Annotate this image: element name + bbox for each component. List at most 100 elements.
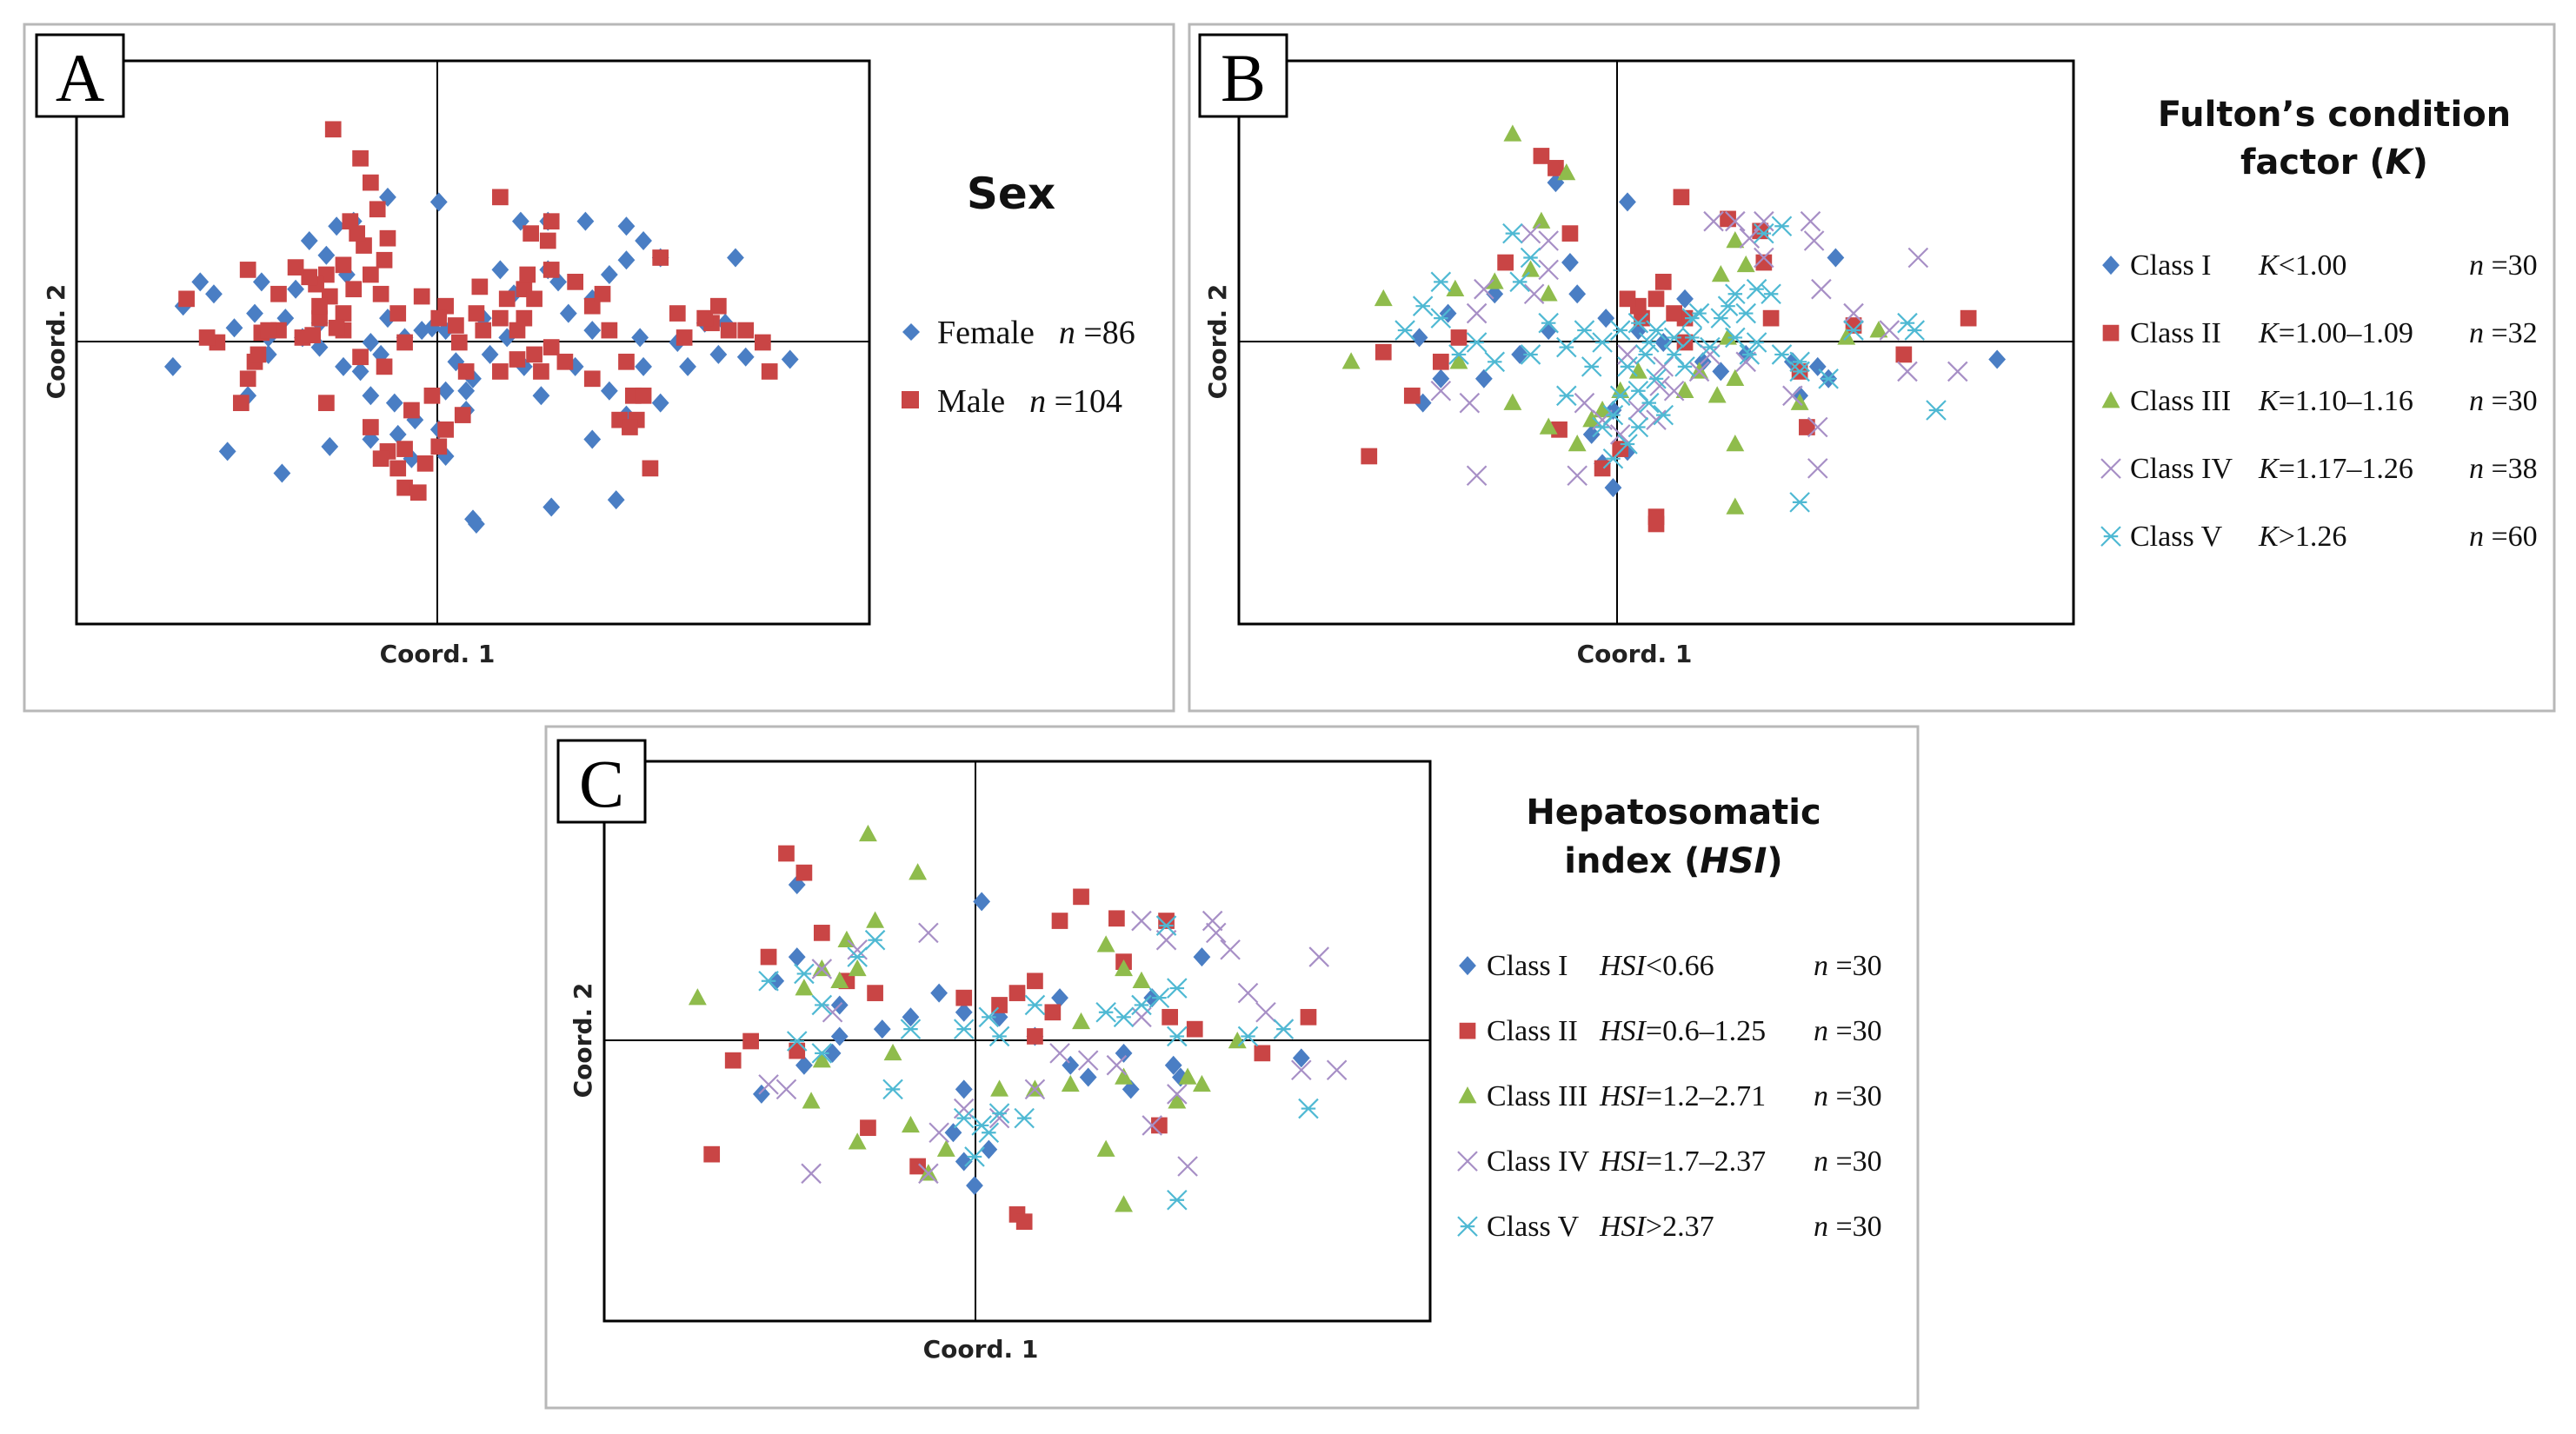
panel-b-class-v-point-36 [1818,368,1839,389]
legend-male-label: Male [937,383,1005,420]
panel-a-male-point-103 [567,273,583,290]
legend-n-value: =30 [1828,1080,1882,1112]
legend-class: Class IV [1487,1145,1590,1178]
panel-b-class-ii-point-26 [1762,309,1780,327]
panel-b-class-iii-point-18 [1726,368,1745,387]
panel-b-class-iii-point-24 [1539,284,1558,302]
panel-a-male-point-6 [345,281,363,298]
panel-b-class-v-point-1 [1395,320,1415,341]
panel-a-female-point-59 [617,250,636,270]
panel-b-class-v-point-43 [1448,344,1469,365]
panel-b-class-iv-point-37 [1754,247,1774,269]
legend-n-value: =30 [2484,385,2538,417]
panel-b-class-iv-point-7 [1843,302,1864,324]
panel-c-class-v-point-19 [1131,994,1152,1016]
panel-c-class-i-point-24 [955,1152,973,1172]
panel-b-legend-item-2: Class II K=1.00–1.09 n =32 [2102,317,2538,349]
legend-female-n-prefix: n [1059,315,1075,351]
panel-c-class-v-point-2 [786,1031,808,1052]
panel-b-class-ii-point-18 [1619,290,1636,308]
legend-var: HSI [1599,1015,1647,1047]
panel-a-female-point-56 [559,303,577,323]
panel-b-class-v-point-56 [1634,344,1656,365]
panel-a-male-point-58 [618,353,635,370]
panel-c-class-ii-point-5 [760,948,777,966]
panel-a-male-point-40 [430,309,448,327]
panel-c-class-iv-point-8 [1308,946,1329,967]
panel-c-class-iii-point-26 [1168,1092,1187,1109]
panel-b-class-iii-point-9 [1539,417,1558,435]
panel-b-class-iv-point-12 [1807,416,1828,438]
panel-b-class-iii-point-5 [1374,289,1393,307]
panel-a-male-point-101 [396,441,413,457]
panel-a-male-point-22 [363,419,379,435]
panel-c-class-iv-point-23 [775,1079,797,1100]
panel-b-class-i-point-9 [1511,344,1529,364]
panel-b-letter-box [1198,33,1288,118]
panel-b-class-iv-point-29 [1474,278,1494,300]
panel-a-male-point-56 [601,322,618,339]
panel-c-class-ii-point-21 [1051,913,1068,929]
panel-b-legend-item-5: Class V K>1.26 n =60 [2100,521,2538,553]
panel-a-letter-box [35,33,125,118]
panel-c-class-ii-point-6 [742,1032,759,1050]
panel-c-class-v-point-16 [978,1122,1000,1144]
panel-a-male-point-33 [492,309,509,327]
panel-b-letter: B [1221,40,1266,116]
panel-b-ylabel: Coord. 2 [1203,284,1232,400]
panel-c-class-ii-point-7 [724,1052,742,1069]
legend-var: K [2258,249,2280,282]
panel-c-class-iii-point-12 [848,1132,867,1150]
panel-b-title-line1: Fulton’s condition [2158,95,2511,135]
panel-c-class-v-point-23 [1167,1026,1188,1047]
panel-b-xlabel: Coord. 1 [1577,640,1693,668]
panel-c-class-ii-point-20 [1073,888,1089,906]
panel-b-class-i-point-2 [1561,253,1579,273]
panel-b-class-iv-point-30 [1523,283,1545,305]
panel-a-male-point-26 [409,484,427,501]
panel-a-male-point-9 [335,305,352,322]
panel-b-class-iii-point-10 [1568,435,1587,452]
panel-a-female-point-55 [583,321,602,341]
panel-b-class-iv-point-0 [1703,210,1724,232]
panel-c-legend-marker-2 [1459,1022,1476,1039]
panel-b-class-iv-point-26 [1459,392,1481,414]
panel-c-class-iv-point-22 [801,1163,822,1185]
panel-a-male-point-76 [509,351,526,368]
panel-b: B Coord. 1 Coord. 2 Fulton’s condition f… [1188,23,2556,713]
panel-b-class-v-point-10 [1646,320,1667,341]
panel-a-male-point-52 [542,262,560,278]
panel-b-class-iv-point-11 [1947,361,1968,382]
panel-b-class-ii-point-31 [1960,309,1977,327]
panel-a-male-point-64 [652,249,669,266]
panel-c-class-ii-point-4 [867,985,883,1001]
panel-c-legend-item-2: Class II HSI=0.6–1.25 n =30 [1459,1015,1882,1047]
panel-b-class-i-point-12 [1597,309,1615,329]
panel-c-markers [688,824,1348,1231]
panel-b-class-ii-point-23 [1720,210,1736,228]
panel-c-class-v-point-11 [1024,994,1046,1016]
legend-class: Class II [1487,1015,1578,1047]
panel-b-class-i-point-29 [1988,349,2007,369]
panel-c-class-i-point-20 [1172,1067,1189,1087]
panel-c-class-i-point-21 [1193,947,1211,967]
panel-c-legend-marker-1 [1459,956,1476,976]
panel-a-male-point-94 [250,346,267,363]
panel-b-class-v-point-29 [1754,222,1774,244]
panel-a-male-point-20 [198,329,216,346]
panel-c-class-iii-point-20 [1096,1139,1115,1157]
panel-a-female-point-58 [600,264,618,284]
legend-n-value: =32 [2484,317,2538,349]
panel-c-class-iii-point-19 [1115,1067,1133,1085]
panel-a-female-point-64 [709,344,728,364]
panel-c-class-i-point-11 [930,983,949,1003]
panel-c-class-i-point-12 [955,1002,973,1022]
panel-c-class-iii-point-6 [858,824,877,842]
panel-a-male-point-63 [642,460,659,477]
panel-c-legend-item-3: Class III HSI=1.2–2.71 n =30 [1458,1080,1882,1112]
panel-c-class-ii-point-22 [1108,910,1125,927]
legend-var: K [2258,521,2280,553]
panel-b-class-i-point-1 [1619,192,1636,212]
panel-b-class-i-point-13 [1629,321,1647,341]
